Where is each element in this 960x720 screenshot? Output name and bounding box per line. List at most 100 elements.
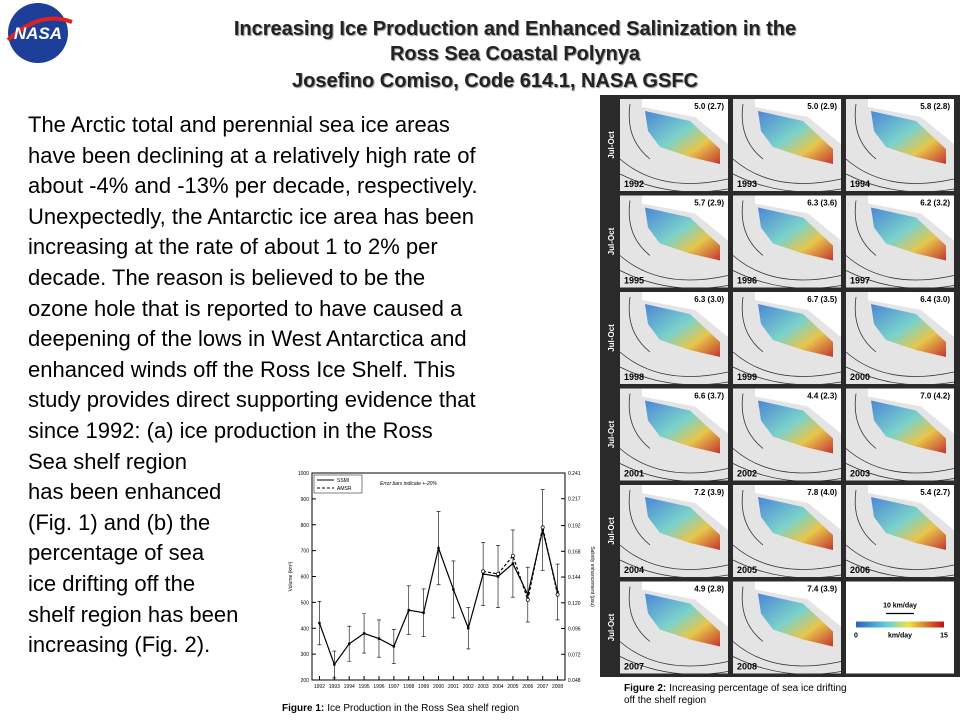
annotation: Error bars indicate +-20%	[380, 481, 437, 487]
data-point	[496, 575, 500, 578]
panel-value: 6.3 (3.6)	[807, 199, 837, 208]
colorbar	[856, 621, 944, 628]
x-tick-label: 2006	[522, 684, 533, 690]
ice-drift-field	[645, 111, 720, 164]
y2-tick-label: 0.048	[568, 678, 581, 684]
x-tick-label: 2003	[478, 684, 489, 690]
logo: NASA	[6, 3, 73, 63]
ice-drift-field	[871, 207, 946, 261]
x-tick-label: 2000	[433, 684, 444, 690]
body-line: enhanced winds off the Ross Ice Shelf. T…	[28, 356, 456, 382]
map-contour	[619, 296, 729, 386]
panel-year: 1992	[624, 179, 644, 189]
data-point	[452, 588, 455, 591]
ice-drift-field	[871, 111, 946, 164]
data-point	[555, 592, 560, 597]
coastline	[868, 388, 954, 434]
panel-year: 1995	[624, 276, 644, 286]
panel-year: 1996	[737, 276, 757, 286]
scale-label: 10 km/day	[883, 603, 917, 610]
panel-year: 1999	[737, 372, 757, 382]
panel-year: 1994	[850, 179, 870, 189]
panel-year: 2006	[850, 565, 870, 575]
coastline	[642, 388, 728, 434]
coastline	[642, 195, 728, 241]
map-contour	[619, 200, 729, 289]
body-line: (Fig. 1) and (b) the	[28, 509, 211, 535]
ice-drift-field	[758, 593, 833, 647]
panel-value: 4.9 (2.8)	[694, 585, 724, 594]
y2-tick-label: 0.241	[568, 471, 581, 477]
data-point	[540, 525, 545, 530]
map-contour	[732, 103, 842, 193]
data-point	[481, 569, 486, 574]
caption: Figure 1: Ice Production in the Ross Sea …	[282, 703, 519, 714]
y2-tick-label: 0.217	[568, 497, 581, 503]
panel-value: 5.0 (2.9)	[807, 102, 837, 111]
body-line: since 1992: (a) ice production in the Ro…	[28, 418, 433, 443]
panel-year: 2001	[624, 469, 644, 479]
body-line: increasing at the rate of about 1 to 2% …	[28, 234, 438, 260]
map-contour	[732, 393, 842, 482]
body-line: ozone hole that is reported to have caus…	[28, 295, 463, 321]
colorbar-unit: km/day	[888, 633, 912, 640]
y-tick-label: 400	[301, 626, 310, 632]
map-contour	[845, 489, 955, 579]
panel-value: 6.4 (3.0)	[920, 295, 950, 304]
y2-tick-label: 0.192	[568, 524, 581, 530]
panel-year: 2004	[624, 565, 644, 575]
coastline	[755, 485, 841, 530]
panel-value: 6.6 (3.7)	[694, 392, 724, 401]
data-point	[467, 627, 470, 630]
coastline	[868, 485, 954, 530]
caption-text-wrap: off the shelf region	[624, 695, 706, 706]
caption-text: Increasing percentage of sea ice driftin…	[669, 683, 846, 694]
panel-year: 2002	[737, 469, 757, 479]
y2-tick-label: 0.096	[568, 627, 581, 633]
caption-text: Ice Production in the Ross Sea shelf reg…	[327, 703, 519, 714]
body-line: decade. The reason is believed to be the	[28, 265, 426, 290]
map-contour	[845, 393, 955, 482]
x-tick-label: 2004	[492, 684, 503, 690]
figure-2: 5.0 (2.7) 1992 Jul-Oct 5.0 (2.9) 1993 5.8 (2.…	[600, 95, 960, 706]
author: Josefino Comiso, Code 614.1, NASA GSFC	[291, 70, 698, 92]
body-line: ice drifting off the	[28, 571, 196, 596]
panel-year: 1998	[624, 372, 644, 382]
ice-drift-field	[758, 400, 833, 454]
body-line: increasing (Fig. 2).	[28, 632, 211, 658]
panel-background	[600, 95, 960, 677]
row-label: Jul-Oct	[607, 324, 616, 352]
ice-drift-field	[758, 497, 833, 550]
x-tick-label: 1997	[388, 684, 399, 690]
panel-value: 4.4 (2.3)	[807, 392, 837, 401]
x-tick-label: 1998	[403, 684, 414, 690]
caption-label: Figure 1:	[282, 703, 324, 714]
ice-drift-field	[758, 207, 833, 261]
map-contour	[845, 103, 955, 193]
body-line: The Arctic total and perennial sea ice a…	[28, 112, 450, 137]
panel-value: 5.7 (2.9)	[694, 199, 724, 208]
x-tick-label: 1993	[329, 684, 340, 690]
x-tick-label: 1994	[344, 684, 355, 690]
x-tick-label: 1992	[314, 684, 325, 690]
y2-tick-label: 0.144	[568, 575, 581, 581]
panel-year: 2008	[737, 662, 757, 672]
caption-label: Figure 2:	[624, 683, 666, 694]
data-point	[481, 572, 485, 576]
coastline	[868, 292, 954, 337]
coastline	[755, 292, 841, 337]
panel-value: 7.4 (3.9)	[807, 585, 837, 594]
coastline	[755, 388, 841, 434]
panel-value: 6.3 (3.0)	[694, 295, 724, 304]
y-tick-label: 200	[301, 678, 310, 684]
row-label: Jul-Oct	[607, 131, 616, 159]
figure-1: 200 300 400 500 600 700 800 900 1000 0.048 0.072 0.…	[282, 471, 595, 714]
panel-value: 5.0 (2.7)	[694, 102, 724, 111]
panel-year: 2003	[850, 469, 870, 479]
data-point	[511, 562, 515, 565]
row-label: Jul-Oct	[607, 420, 616, 448]
y2-tick-label: 0.120	[568, 601, 581, 607]
coastline	[642, 581, 728, 627]
ice-drift-field	[871, 304, 946, 357]
x-tick-label: 1996	[373, 684, 384, 690]
